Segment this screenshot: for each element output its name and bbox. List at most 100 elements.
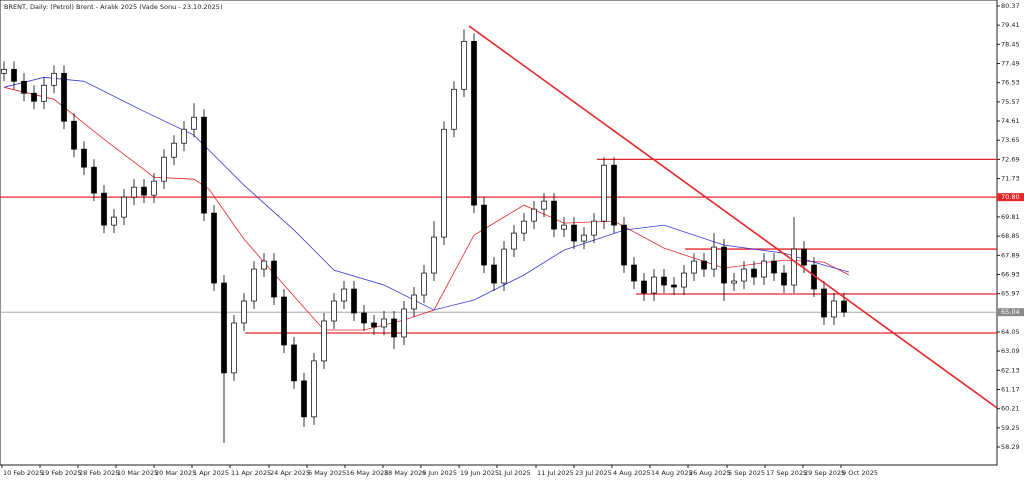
- candle-body: [661, 276, 667, 286]
- y-tick-label: 78.45: [1001, 40, 1020, 48]
- candle-body: [431, 236, 437, 274]
- candle-body: [631, 264, 637, 282]
- candle-body: [211, 212, 217, 284]
- y-tick-label: 73.65: [1001, 136, 1020, 144]
- candle-body: [41, 84, 47, 102]
- x-tick-label: 11 Apr 2025: [231, 469, 271, 477]
- candle-body: [691, 260, 697, 274]
- candle-body: [781, 272, 787, 286]
- chart-title: BRENT, Daily: (Petrol) Brent - Aralık 20…: [4, 3, 222, 11]
- x-tick-label: 4 Aug 2025: [613, 469, 651, 477]
- candle-body: [591, 220, 597, 236]
- candle-body: [271, 260, 277, 298]
- y-tick-label: 69.81: [1001, 213, 1020, 221]
- plot-frame: [0, 0, 998, 466]
- candle-body: [201, 116, 207, 214]
- candle-body: [621, 224, 627, 266]
- x-tick-label: 19 Feb 2025: [41, 469, 81, 477]
- x-tick-label: 14 Aug 2025: [651, 469, 693, 477]
- candle-body: [751, 268, 757, 278]
- candle-body: [541, 200, 547, 210]
- candle-body: [191, 116, 197, 130]
- y-tick-label: 59.25: [1001, 424, 1020, 432]
- x-tick-label: 16 May 2025: [346, 469, 388, 477]
- candle-body: [571, 224, 577, 242]
- resistance-label: 70.80: [1001, 193, 1020, 201]
- candle-body: [801, 248, 807, 266]
- candle-body: [221, 282, 227, 374]
- candle-body: [281, 296, 287, 346]
- candle-body: [721, 246, 727, 284]
- candle-body: [741, 268, 747, 282]
- candle-body: [831, 300, 837, 318]
- x-tick-label: 11 Jul 2025: [537, 469, 574, 477]
- x-tick-label: 6 May 2025: [308, 469, 346, 477]
- candle-body: [361, 312, 367, 324]
- candle-body: [121, 196, 127, 218]
- candle-body: [531, 208, 537, 222]
- candle-body: [841, 300, 847, 313]
- y-tick-label: 80.37: [1001, 2, 1020, 10]
- candle-body: [131, 186, 137, 198]
- candle-body: [501, 248, 507, 284]
- candle-body: [101, 192, 107, 226]
- candle-body: [261, 260, 267, 270]
- y-tick-label: 67.89: [1001, 251, 1020, 259]
- candle-body: [61, 72, 67, 122]
- x-tick-label: 10 Mar 2025: [117, 469, 158, 477]
- candle-body: [771, 260, 777, 274]
- candle-body: [341, 288, 347, 302]
- candle-body: [391, 318, 397, 338]
- candle-body: [411, 294, 417, 310]
- y-tick-label: 64.05: [1001, 328, 1020, 336]
- x-tick-label: 10 Feb 2025: [3, 469, 43, 477]
- candle-body: [111, 216, 117, 226]
- candle-body: [451, 88, 457, 130]
- candle-body: [331, 300, 337, 322]
- x-tick-label: 28 Feb 2025: [79, 469, 119, 477]
- y-tick-label: 72.69: [1001, 155, 1020, 163]
- x-tick-label: 29 Sep 2025: [804, 469, 845, 477]
- x-tick-label: 19 Jun 2025: [460, 469, 499, 477]
- candle-body: [471, 40, 477, 206]
- candle-body: [1, 68, 7, 74]
- candle-body: [511, 232, 517, 250]
- x-tick-label: 17 Sep 2025: [766, 469, 807, 477]
- candle-body: [681, 272, 687, 288]
- candle-body: [81, 148, 87, 168]
- x-tick-label: 9 Jun 2025: [422, 469, 457, 477]
- candle-body: [251, 268, 257, 302]
- y-tick-label: 58.29: [1001, 443, 1020, 451]
- candle-body: [321, 320, 327, 362]
- candle-body: [31, 92, 37, 102]
- x-tick-label: 23 Jul 2025: [575, 469, 612, 477]
- y-tick-label: 75.57: [1001, 98, 1020, 106]
- candle-body: [21, 80, 27, 94]
- candle-body: [481, 204, 487, 266]
- candle-body: [521, 220, 527, 234]
- y-tick-label: 63.09: [1001, 347, 1020, 355]
- x-tick-label: 1 Jul 2025: [498, 469, 531, 477]
- candle-body: [311, 360, 317, 418]
- x-tick-label: 24 Apr 2025: [270, 469, 310, 477]
- candle-body: [181, 128, 187, 144]
- x-tick-label: 28 May 2025: [384, 469, 426, 477]
- candle-body: [141, 186, 147, 196]
- candle-body: [11, 68, 17, 82]
- candle-body: [491, 264, 497, 284]
- x-tick-label: 26 Aug 2025: [689, 469, 731, 477]
- candle-body: [381, 318, 387, 328]
- y-tick-label: 60.21: [1001, 405, 1020, 413]
- y-tick-label: 65.97: [1001, 290, 1020, 298]
- candle-body: [371, 322, 377, 328]
- candle-body: [441, 128, 447, 238]
- candle-body: [761, 260, 767, 278]
- y-tick-label: 68.85: [1001, 232, 1020, 240]
- candle-body: [581, 234, 587, 242]
- candle-body: [401, 308, 407, 338]
- candle-body: [671, 284, 677, 288]
- candle-body: [71, 120, 77, 150]
- y-tick-label: 76.53: [1001, 79, 1020, 87]
- candle-body: [301, 380, 307, 418]
- candle-body: [231, 322, 237, 374]
